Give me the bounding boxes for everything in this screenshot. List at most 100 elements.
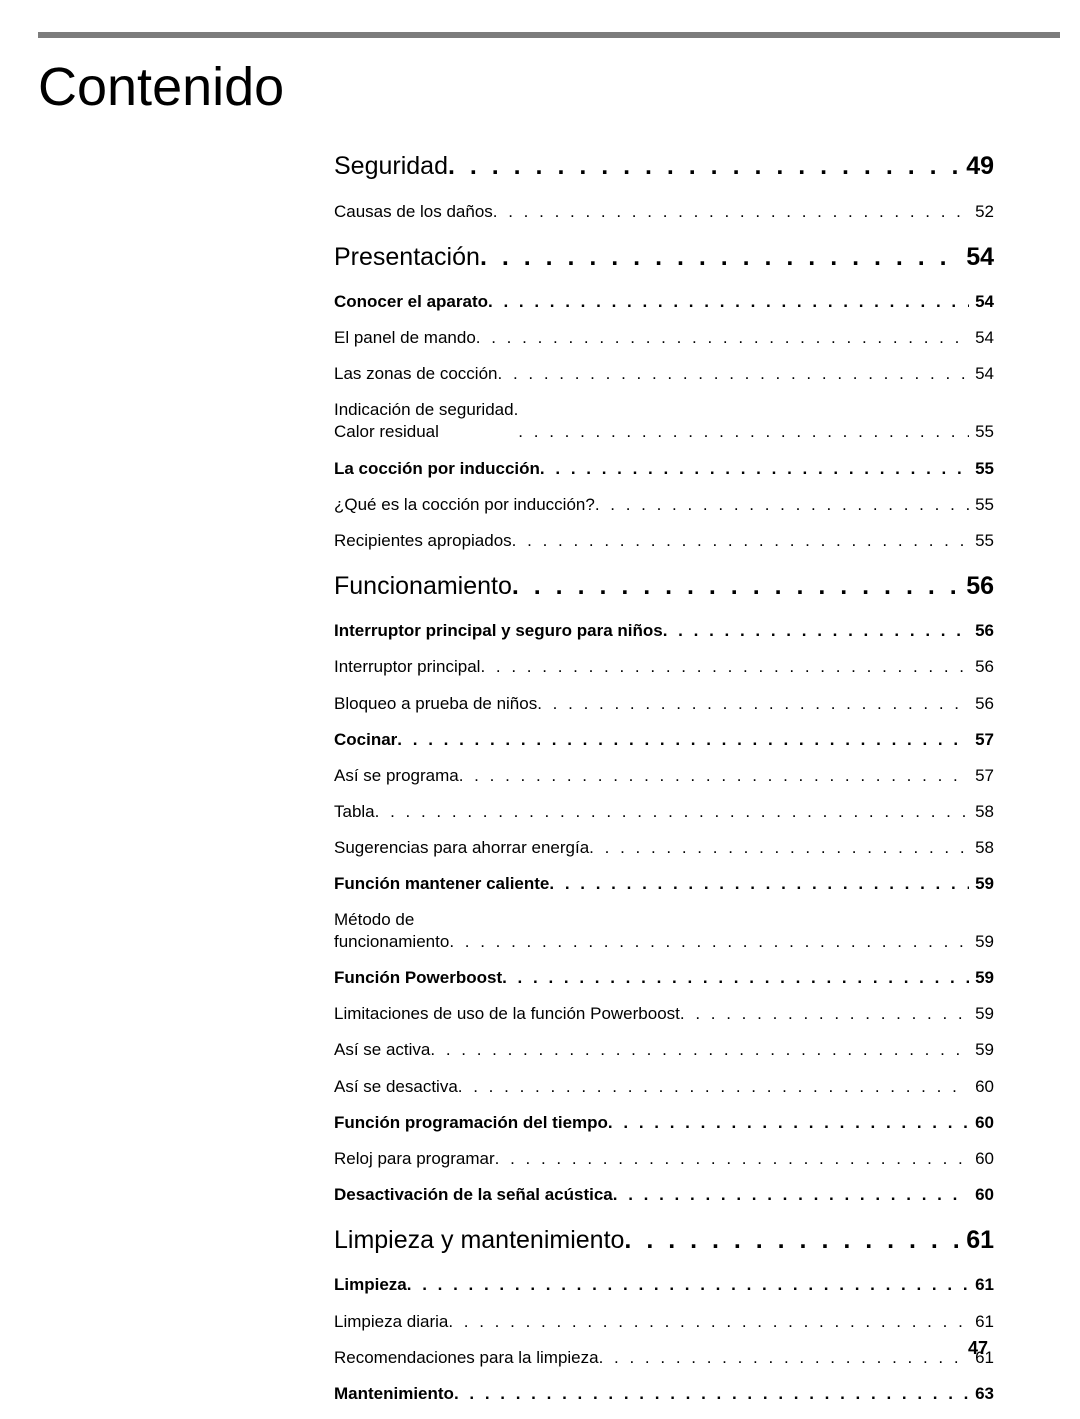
- toc-row: Así se activa . . . . . . . . . . . . . …: [334, 1039, 994, 1061]
- toc-row: Función programación del tiempo . . . . …: [334, 1112, 994, 1134]
- toc-row: Así se desactiva . . . . . . . . . . . .…: [334, 1076, 994, 1098]
- toc-label: Limpieza y mantenimiento: [334, 1224, 624, 1257]
- toc-label: Función Powerboost: [334, 967, 502, 989]
- toc-page: 61: [969, 1311, 994, 1333]
- toc-label: Recomendaciones para la limpieza: [334, 1347, 599, 1369]
- toc-page: 55: [969, 530, 994, 552]
- toc-row: Funcionamiento . . . . . . . . . . . . .…: [334, 570, 994, 603]
- toc-label: Funcionamiento: [334, 570, 512, 603]
- toc-leader-dots: . . . . . . . . . . . . . . . . . . . . …: [518, 421, 969, 443]
- toc-row: Cocinar . . . . . . . . . . . . . . . . …: [334, 729, 994, 751]
- toc-label: Cocinar: [334, 729, 397, 751]
- toc-row: Seguridad . . . . . . . . . . . . . . . …: [334, 150, 994, 183]
- toc-page: 54: [969, 291, 994, 313]
- toc-leader-dots: . . . . . . . . . . . . . . . . . . . . …: [537, 693, 969, 715]
- toc-label: Interruptor principal y seguro para niño…: [334, 620, 663, 642]
- toc-label: Presentación: [334, 241, 480, 274]
- toc-row: Tabla . . . . . . . . . . . . . . . . . …: [334, 801, 994, 823]
- toc-page: 55: [969, 421, 994, 443]
- toc-leader-dots: . . . . . . . . . . . . . . . . . . . . …: [480, 241, 960, 274]
- toc-row: Bloqueo a prueba de niños . . . . . . . …: [334, 693, 994, 715]
- table-of-contents: Seguridad . . . . . . . . . . . . . . . …: [334, 132, 994, 1419]
- toc-leader-dots: . . . . . . . . . . . . . . . . . . . . …: [458, 1076, 969, 1098]
- toc-label: La cocción por inducción: [334, 458, 540, 480]
- toc-page: 54: [969, 327, 994, 349]
- toc-page: 55: [969, 494, 994, 516]
- toc-page: 58: [969, 801, 994, 823]
- toc-page: 54: [969, 363, 994, 385]
- toc-page: 59: [969, 1003, 994, 1025]
- toc-page: 57: [969, 729, 994, 751]
- document-page: Contenido Seguridad . . . . . . . . . . …: [0, 0, 1080, 1397]
- toc-page: 61: [969, 1274, 994, 1296]
- toc-leader-dots: . . . . . . . . . . . . . . . . . . . . …: [512, 570, 960, 603]
- toc-page: 60: [969, 1076, 994, 1098]
- toc-page: 60: [969, 1148, 994, 1170]
- toc-row: Causas de los daños . . . . . . . . . . …: [334, 201, 994, 223]
- toc-leader-dots: . . . . . . . . . . . . . . . . . . . . …: [595, 494, 969, 516]
- toc-page: 52: [969, 201, 994, 223]
- toc-label: Así se desactiva: [334, 1076, 458, 1098]
- toc-leader-dots: . . . . . . . . . . . . . . . . . . . . …: [480, 656, 969, 678]
- toc-row: Función Powerboost . . . . . . . . . . .…: [334, 967, 994, 989]
- toc-label: Función mantener caliente: [334, 873, 549, 895]
- toc-leader-dots: . . . . . . . . . . . . . . . . . . . . …: [608, 1112, 969, 1134]
- header-rule: [38, 32, 1060, 38]
- toc-page: 56: [960, 570, 994, 603]
- toc-label: ¿Qué es la cocción por inducción?: [334, 494, 595, 516]
- toc-leader-dots: . . . . . . . . . . . . . . . . . . . . …: [495, 1148, 969, 1170]
- toc-label: Limpieza: [334, 1274, 407, 1296]
- toc-page: 59: [969, 931, 994, 953]
- toc-row: Mantenimiento . . . . . . . . . . . . . …: [334, 1383, 994, 1405]
- toc-label: Método de funcionamiento: [334, 909, 449, 953]
- toc-page: 59: [969, 873, 994, 895]
- toc-page: 56: [969, 620, 994, 642]
- toc-label: El panel de mando: [334, 327, 476, 349]
- toc-label: Seguridad: [334, 150, 448, 183]
- toc-leader-dots: . . . . . . . . . . . . . . . . . . . . …: [375, 801, 969, 823]
- toc-label: Así se programa: [334, 765, 459, 787]
- toc-label: Reloj para programar: [334, 1148, 495, 1170]
- toc-leader-dots: . . . . . . . . . . . . . . . . . . . . …: [512, 530, 969, 552]
- toc-label: Tabla: [334, 801, 375, 823]
- toc-row: Interruptor principal y seguro para niño…: [334, 620, 994, 642]
- toc-page: 61: [960, 1224, 994, 1257]
- toc-row: Presentación . . . . . . . . . . . . . .…: [334, 241, 994, 274]
- toc-row: Limpieza y mantenimiento . . . . . . . .…: [334, 1224, 994, 1257]
- toc-row: Limpieza . . . . . . . . . . . . . . . .…: [334, 1274, 994, 1296]
- toc-row: Limpieza diaria . . . . . . . . . . . . …: [334, 1311, 994, 1333]
- toc-row: Método de funcionamiento . . . . . . . .…: [334, 909, 994, 953]
- toc-row: Indicación de seguridad. Calor residual …: [334, 399, 994, 443]
- toc-row: Conocer el aparato . . . . . . . . . . .…: [334, 291, 994, 313]
- toc-leader-dots: . . . . . . . . . . . . . . . . . . . . …: [680, 1003, 969, 1025]
- toc-leader-dots: . . . . . . . . . . . . . . . . . . . . …: [488, 291, 969, 313]
- toc-label: Función programación del tiempo: [334, 1112, 608, 1134]
- toc-leader-dots: . . . . . . . . . . . . . . . . . . . . …: [498, 363, 970, 385]
- toc-page: 63: [969, 1383, 994, 1405]
- toc-row: Las zonas de cocción . . . . . . . . . .…: [334, 363, 994, 385]
- toc-leader-dots: . . . . . . . . . . . . . . . . . . . . …: [624, 1224, 960, 1257]
- toc-leader-dots: . . . . . . . . . . . . . . . . . . . . …: [430, 1039, 969, 1061]
- toc-leader-dots: . . . . . . . . . . . . . . . . . . . . …: [540, 458, 969, 480]
- toc-label: Limitaciones de uso de la función Powerb…: [334, 1003, 680, 1025]
- toc-label: Recipientes apropiados: [334, 530, 512, 552]
- toc-page: 56: [969, 656, 994, 678]
- toc-row: ¿Qué es la cocción por inducción? . . . …: [334, 494, 994, 516]
- toc-row: Desactivación de la señal acústica . . .…: [334, 1184, 994, 1206]
- toc-leader-dots: . . . . . . . . . . . . . . . . . . . . …: [549, 873, 969, 895]
- toc-label: Desactivación de la señal acústica: [334, 1184, 613, 1206]
- toc-page: 56: [969, 693, 994, 715]
- toc-leader-dots: . . . . . . . . . . . . . . . . . . . . …: [476, 327, 969, 349]
- toc-page: 59: [969, 967, 994, 989]
- toc-leader-dots: . . . . . . . . . . . . . . . . . . . . …: [613, 1184, 969, 1206]
- toc-label: Así se activa: [334, 1039, 430, 1061]
- toc-leader-dots: . . . . . . . . . . . . . . . . . . . . …: [449, 931, 969, 953]
- toc-label: Causas de los daños: [334, 201, 493, 223]
- toc-label: Las zonas de cocción: [334, 363, 498, 385]
- toc-leader-dots: . . . . . . . . . . . . . . . . . . . . …: [448, 1311, 969, 1333]
- toc-row: Sugerencias para ahorrar energía . . . .…: [334, 837, 994, 859]
- toc-page: 49: [960, 150, 994, 183]
- toc-leader-dots: . . . . . . . . . . . . . . . . . . . . …: [459, 765, 969, 787]
- toc-row: Así se programa . . . . . . . . . . . . …: [334, 765, 994, 787]
- toc-page: 57: [969, 765, 994, 787]
